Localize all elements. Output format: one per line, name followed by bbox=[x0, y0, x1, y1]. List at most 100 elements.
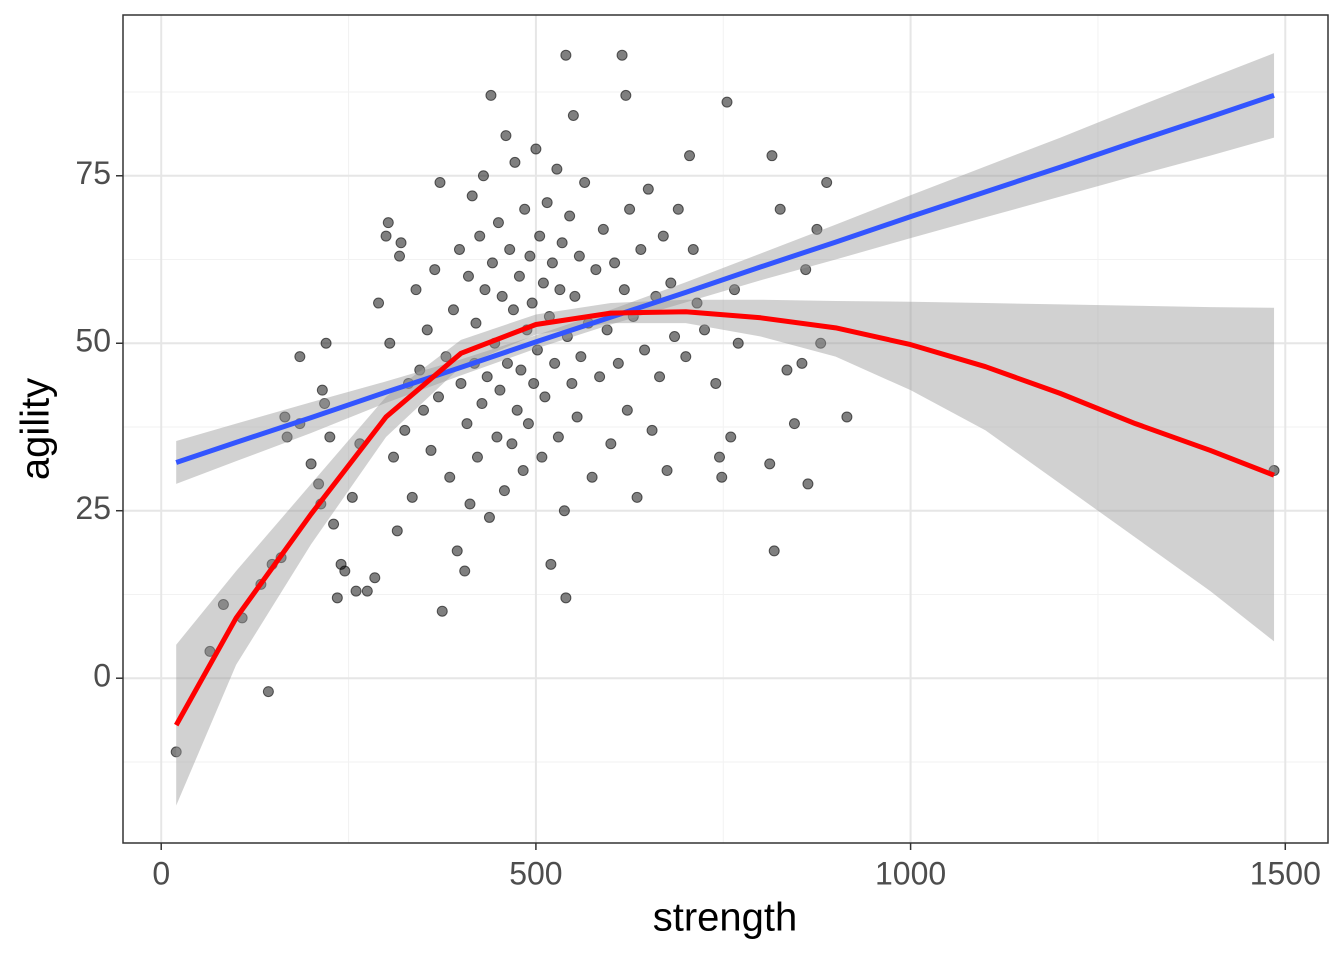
point bbox=[646, 424, 658, 436]
point bbox=[534, 230, 546, 242]
point bbox=[764, 458, 776, 470]
point bbox=[546, 257, 558, 269]
point bbox=[421, 324, 433, 336]
point bbox=[612, 357, 624, 369]
x-tick-label: 1000 bbox=[875, 855, 946, 891]
point bbox=[796, 357, 808, 369]
point bbox=[815, 337, 827, 349]
point bbox=[811, 223, 823, 235]
point bbox=[541, 197, 553, 209]
point bbox=[725, 431, 737, 443]
x-tick-label: 500 bbox=[509, 855, 562, 891]
point bbox=[605, 438, 617, 450]
point bbox=[391, 525, 403, 537]
point bbox=[471, 451, 483, 463]
point bbox=[339, 565, 351, 577]
axes: 0 500 1000 1500 0 25 50 75 bbox=[75, 155, 1320, 891]
point bbox=[537, 277, 549, 289]
x-axis-title: strength bbox=[653, 896, 798, 940]
point bbox=[406, 491, 418, 503]
point bbox=[399, 424, 411, 436]
point bbox=[511, 404, 523, 416]
point bbox=[459, 565, 471, 577]
point bbox=[691, 297, 703, 309]
point bbox=[483, 511, 495, 523]
point bbox=[517, 465, 529, 477]
point bbox=[464, 498, 476, 510]
point bbox=[560, 592, 572, 604]
confidence-band bbox=[176, 53, 1275, 484]
point bbox=[526, 297, 538, 309]
point bbox=[262, 686, 274, 698]
point bbox=[470, 317, 482, 329]
point bbox=[434, 176, 446, 188]
point bbox=[536, 451, 548, 463]
point bbox=[481, 371, 493, 383]
point bbox=[500, 130, 512, 142]
point bbox=[558, 505, 570, 517]
point bbox=[388, 451, 400, 463]
point bbox=[552, 431, 564, 443]
point bbox=[319, 398, 331, 410]
point bbox=[429, 264, 441, 276]
point bbox=[579, 176, 591, 188]
point bbox=[305, 458, 317, 470]
point bbox=[684, 150, 696, 162]
point bbox=[436, 605, 448, 617]
point bbox=[586, 471, 598, 483]
confidence-band bbox=[176, 299, 1275, 806]
point bbox=[575, 351, 587, 363]
point bbox=[513, 270, 525, 282]
point bbox=[515, 364, 527, 376]
point bbox=[346, 491, 358, 503]
point bbox=[494, 384, 506, 396]
point bbox=[479, 284, 491, 296]
y-tick-label: 0 bbox=[93, 658, 111, 694]
y-axis-title: agility bbox=[14, 378, 58, 480]
point bbox=[331, 592, 343, 604]
point bbox=[451, 545, 463, 557]
point bbox=[519, 203, 531, 215]
point bbox=[380, 230, 392, 242]
point bbox=[549, 357, 561, 369]
point bbox=[590, 264, 602, 276]
point bbox=[551, 163, 563, 175]
point bbox=[567, 109, 579, 121]
point bbox=[545, 558, 557, 570]
point bbox=[774, 203, 786, 215]
x-tick-label: 0 bbox=[152, 855, 170, 891]
fit-line bbox=[174, 309, 1275, 727]
point bbox=[447, 304, 459, 316]
point bbox=[492, 217, 504, 229]
plot-area bbox=[170, 49, 1280, 806]
point bbox=[554, 284, 566, 296]
point bbox=[524, 250, 536, 262]
point bbox=[802, 478, 814, 490]
point bbox=[324, 431, 336, 443]
point bbox=[616, 49, 628, 61]
point bbox=[594, 371, 606, 383]
x-tick-label: 1500 bbox=[1250, 855, 1321, 891]
point bbox=[732, 337, 744, 349]
point bbox=[601, 324, 613, 336]
point bbox=[573, 250, 585, 262]
point bbox=[714, 451, 726, 463]
point bbox=[485, 89, 497, 101]
point bbox=[170, 746, 182, 758]
point bbox=[642, 183, 654, 195]
point bbox=[566, 377, 578, 389]
point bbox=[539, 391, 551, 403]
point bbox=[768, 545, 780, 557]
y-tick-label: 75 bbox=[75, 155, 111, 191]
panel-border bbox=[122, 14, 1329, 844]
point bbox=[821, 176, 833, 188]
point bbox=[800, 264, 812, 276]
point bbox=[528, 377, 540, 389]
point bbox=[716, 471, 728, 483]
point bbox=[384, 337, 396, 349]
point bbox=[699, 324, 711, 336]
point bbox=[522, 418, 534, 430]
point bbox=[474, 230, 486, 242]
